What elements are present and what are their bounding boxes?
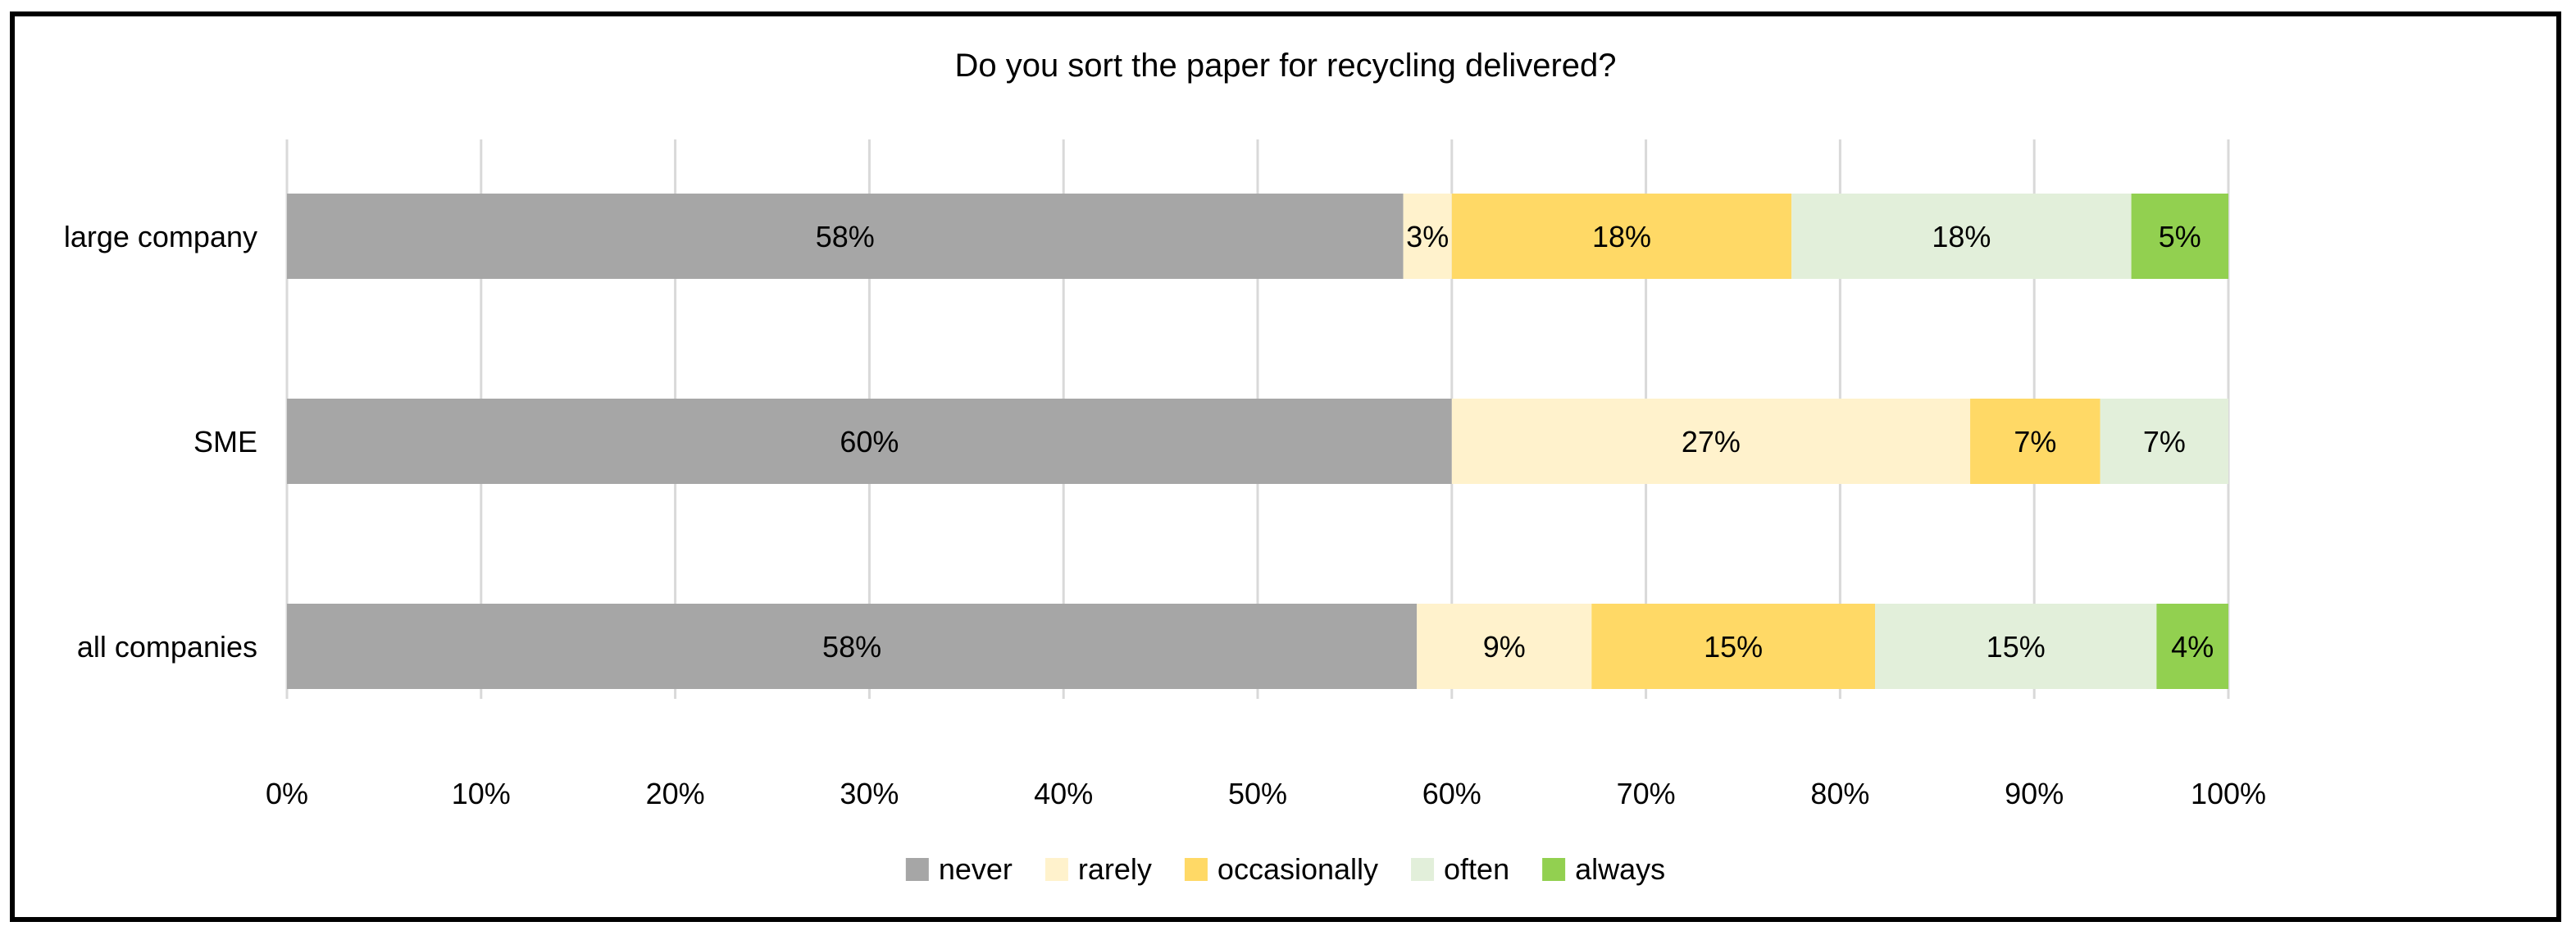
data-label: 60%: [840, 425, 899, 459]
bar-segment-rarely: [1451, 399, 1971, 484]
data-label: 18%: [1932, 220, 1991, 253]
legend: never rarely occasionally often always: [905, 852, 1665, 886]
bar-segment-often: [1875, 604, 2157, 689]
bars: 58% 3% 18% 18% 5% 60% 27% 7% 7% 58% 9% 15% 15% 4%: [287, 194, 2228, 689]
x-tick-label: 100%: [2191, 777, 2266, 810]
x-tick-label: 0%: [266, 777, 308, 810]
x-tick-label: 90%: [2005, 777, 2064, 810]
category-label: all companies: [77, 630, 257, 664]
x-tick-label: 50%: [1228, 777, 1287, 810]
data-label: 3%: [1406, 220, 1449, 253]
legend-item-rarely: rarely: [1045, 852, 1152, 886]
data-label: 27%: [1682, 425, 1741, 459]
legend-label: often: [1444, 852, 1509, 886]
legend-swatch: [905, 858, 929, 881]
legend-label: rarely: [1078, 852, 1152, 886]
category-label: large company: [64, 220, 257, 253]
x-tick-labels: 0% 10% 20% 30% 40% 50% 60% 70% 80% 90% 100%: [266, 777, 2266, 810]
legend-swatch: [1045, 858, 1068, 881]
bar-segment-often: [1791, 194, 2132, 279]
x-tick-label: 10%: [452, 777, 511, 810]
bar-segment-occasionally: [1451, 194, 1792, 279]
legend-item-occasionally: occasionally: [1184, 852, 1378, 886]
bar-segment-never: [287, 194, 1404, 279]
bar-segment-never: [287, 399, 1452, 484]
bar-segment-rarely: [1417, 604, 1592, 689]
bar-segment-occasionally: [1591, 604, 1876, 689]
data-label: 15%: [1987, 630, 2046, 664]
legend-swatch: [1411, 858, 1435, 881]
x-tick-label: 20%: [646, 777, 705, 810]
data-label: 5%: [2159, 220, 2201, 253]
data-label: 15%: [1704, 630, 1763, 664]
bar-segment-often: [2100, 399, 2228, 484]
data-label: 4%: [2171, 630, 2214, 664]
x-tick-label: 70%: [1617, 777, 1676, 810]
bar-segment-always: [2131, 194, 2228, 279]
data-label: 58%: [816, 220, 875, 253]
bar-segment-rarely: [1403, 194, 1452, 279]
chart-title: Do you sort the paper for recycling deli…: [954, 48, 1616, 84]
x-tick-label: 40%: [1034, 777, 1093, 810]
chart-frame: Do you sort the paper for recycling deli…: [10, 11, 2561, 922]
bar-segment-always: [2156, 604, 2228, 689]
bar-segment-occasionally: [1970, 399, 2100, 484]
legend-swatch: [1184, 858, 1208, 881]
bar-segment-never: [287, 604, 1418, 689]
category-labels: large company SME all companies: [64, 220, 257, 664]
legend-swatch: [1542, 858, 1566, 881]
category-label: SME: [193, 425, 257, 459]
x-tick-label: 30%: [840, 777, 899, 810]
legend-item-always: always: [1542, 852, 1665, 886]
x-tick-label: 80%: [1810, 777, 1869, 810]
data-label: 7%: [2143, 425, 2186, 459]
data-label: 18%: [1592, 220, 1651, 253]
legend-label: always: [1575, 852, 1665, 886]
data-label: 58%: [822, 630, 881, 664]
legend-label: occasionally: [1217, 852, 1378, 886]
data-label: 7%: [2014, 425, 2056, 459]
legend-item-never: never: [905, 852, 1013, 886]
data-label: 9%: [1483, 630, 1526, 664]
legend-label: never: [939, 852, 1013, 886]
stacked-bar-chart: Do you sort the paper for recycling deli…: [64, 48, 2266, 886]
legend-item-often: often: [1411, 852, 1509, 886]
x-tick-label: 60%: [1422, 777, 1481, 810]
